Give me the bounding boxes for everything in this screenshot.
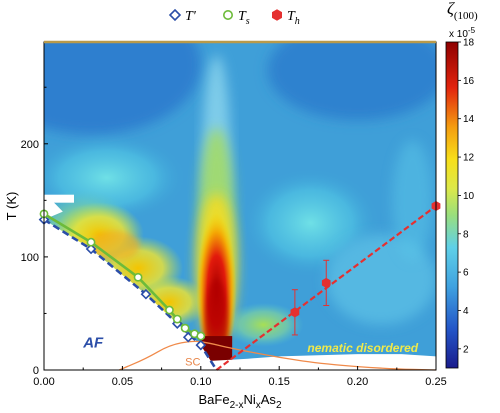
- colorbar-tick-label: 16: [463, 76, 475, 87]
- colorbar: 2 4 6 8 10 12 14 16 18 ζ(100) x 10-5: [445, 0, 478, 369]
- no-data-notch: [44, 194, 74, 203]
- colorbar-tick-label: 2: [463, 344, 469, 355]
- legend-label-sub: s: [246, 16, 250, 27]
- legend-label: Th: [287, 9, 300, 27]
- heat-blob: [392, 140, 433, 261]
- sc-dome-line: [119, 340, 437, 371]
- x-label-part: As: [261, 392, 277, 407]
- nematic-annotation: nematic disordered: [307, 341, 418, 355]
- legend-label: Ts: [238, 9, 250, 27]
- legend-label-main: T: [238, 9, 247, 24]
- th-point: [290, 307, 300, 318]
- no-data-region: [44, 198, 436, 370]
- tprime-point: [140, 288, 152, 300]
- colorbar-tick-label: 4: [463, 306, 469, 317]
- ts-point: [172, 314, 182, 324]
- heat-blob: [223, 302, 304, 347]
- th-point: [321, 277, 331, 288]
- colorbar-tick-label: 6: [463, 268, 469, 279]
- x-label-part: Ni: [243, 392, 255, 407]
- ts-point: [133, 272, 143, 282]
- ts-point: [180, 323, 190, 333]
- legend-tprime-icon: [168, 8, 182, 22]
- legend: T' Ts Th: [168, 8, 300, 27]
- x-tick-label: 0.25: [425, 376, 446, 388]
- ts-point: [196, 331, 206, 341]
- x-axis-label: BaFe2-xNixAs2: [199, 392, 282, 411]
- heat-blob: [89, 230, 140, 261]
- sc-annotation: SC: [185, 356, 200, 368]
- colorbar-scale-exp: -5: [468, 26, 476, 35]
- heat-blob: [44, 42, 202, 135]
- tprime-point: [85, 243, 97, 255]
- colorbar-title-sub: (100): [454, 10, 478, 22]
- x-label-part: BaFe: [199, 392, 230, 407]
- colorbar-tick-label: 14: [463, 114, 475, 125]
- colorbar-scale: [445, 41, 459, 369]
- colorbar-scale-base: x 10: [449, 29, 468, 40]
- colorbar-tick-label: 8: [463, 229, 469, 240]
- colorbar-title: ζ(100): [447, 0, 478, 22]
- legend-label: T': [185, 9, 197, 24]
- legend-ts-icon: [223, 10, 234, 20]
- legend-th-icon: [272, 9, 282, 21]
- ts-point: [86, 237, 96, 247]
- legend-label-sub: h: [295, 16, 300, 27]
- x-label-sub: x: [256, 400, 261, 411]
- x-tick-label: 0.00: [33, 376, 54, 388]
- y-tick-label: 0: [33, 365, 39, 377]
- tprime-point: [195, 339, 207, 351]
- colorbar-title-main: ζ: [447, 0, 455, 18]
- x-label-sub: 2-x: [230, 400, 244, 411]
- colorbar-tick-label: 10: [463, 191, 475, 202]
- af-boundary-line: [43, 218, 218, 371]
- y-tick-label: 200: [21, 139, 39, 151]
- colorbar-scale-factor: x 10-5: [449, 26, 476, 40]
- x-tick-label: 0.05: [112, 376, 133, 388]
- colorbar-tick-label: 18: [463, 38, 475, 49]
- x-tick-label: 0.10: [190, 376, 211, 388]
- y-tick-label: 100: [21, 252, 39, 264]
- x-label-sub: 2: [276, 400, 282, 411]
- af-annotation: AF: [82, 334, 104, 351]
- y-axis-label: T (K): [4, 192, 19, 221]
- colorbar-tick-label: 12: [463, 153, 475, 164]
- ts-point: [165, 305, 174, 315]
- axes: 0.00 0.05 0.10 0.15 0.20 0.25 0 100 200: [21, 40, 447, 388]
- legend-label-main: T: [287, 9, 296, 24]
- x-tick-label: 0.20: [347, 376, 368, 388]
- heat-blob: [267, 42, 436, 121]
- x-tick-label: 0.15: [268, 376, 289, 388]
